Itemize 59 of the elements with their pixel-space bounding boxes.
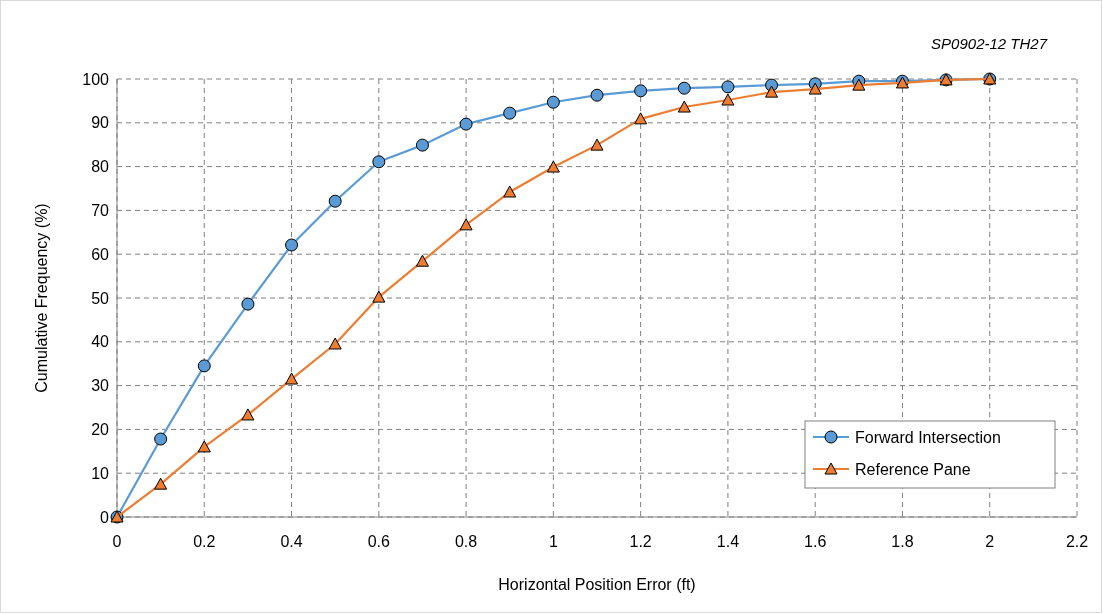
- y-tick-label: 100: [82, 70, 110, 88]
- y-tick-label: 60: [91, 245, 110, 263]
- x-tick-label: 0.4: [280, 533, 303, 550]
- x-tick-label: 2: [985, 533, 995, 550]
- point: [634, 84, 648, 98]
- x-tick-label: 1: [548, 533, 558, 550]
- x-tick-label: 2.2: [1065, 533, 1089, 550]
- x-tick-label: 0.2: [193, 533, 216, 550]
- y-tick-label: 50: [91, 289, 110, 307]
- legend-label: Forward Intersection: [855, 428, 1001, 446]
- point: [372, 155, 386, 169]
- point: [415, 254, 429, 267]
- point: [285, 372, 299, 385]
- point: [154, 477, 168, 490]
- point: [241, 297, 255, 311]
- x-tick-label: 1.2: [629, 533, 652, 550]
- point: [677, 81, 691, 95]
- x-tick-label: 1.8: [891, 533, 914, 550]
- x-axis-title: Horizontal Position Error (ft): [498, 576, 696, 593]
- y-tick-label: 40: [91, 333, 110, 351]
- point: [765, 85, 779, 98]
- chart-title: SP0902-12 TH27: [931, 35, 1048, 52]
- point: [677, 100, 691, 113]
- point: [546, 160, 560, 173]
- y-tick-label: 30: [91, 377, 110, 395]
- legend-label: Reference Pane: [855, 460, 971, 478]
- x-tick-label: 0: [112, 533, 122, 550]
- point: [590, 138, 604, 151]
- point: [721, 80, 735, 94]
- point: [808, 82, 822, 95]
- point: [241, 408, 255, 421]
- point: [197, 359, 211, 373]
- x-tick-label: 1.6: [804, 533, 827, 550]
- y-tick-label: 10: [91, 464, 110, 482]
- point: [459, 117, 473, 131]
- x-tick-label: 1.4: [716, 533, 740, 550]
- point: [328, 194, 342, 208]
- point: [634, 112, 648, 125]
- x-tick-label: 0.6: [367, 533, 391, 550]
- point: [590, 88, 604, 102]
- y-tick-label: 80: [91, 158, 110, 176]
- point: [546, 95, 560, 109]
- point: [372, 290, 386, 303]
- point: [285, 238, 299, 252]
- y-tick-label: 0: [100, 508, 110, 526]
- y-tick-label: 70: [91, 202, 110, 219]
- point: [503, 106, 517, 120]
- point: [503, 185, 517, 198]
- point: [721, 93, 735, 106]
- y-axis-title: Cumulative Frequency (%): [33, 203, 50, 393]
- y-tick-label: 20: [91, 421, 110, 438]
- point: [328, 337, 342, 350]
- x-tick-label: 0.8: [454, 533, 478, 550]
- point: [852, 78, 866, 91]
- point: [415, 138, 429, 152]
- point: [197, 440, 211, 453]
- point: [154, 432, 168, 446]
- point: [459, 218, 473, 231]
- y-tick-label: 90: [91, 114, 110, 132]
